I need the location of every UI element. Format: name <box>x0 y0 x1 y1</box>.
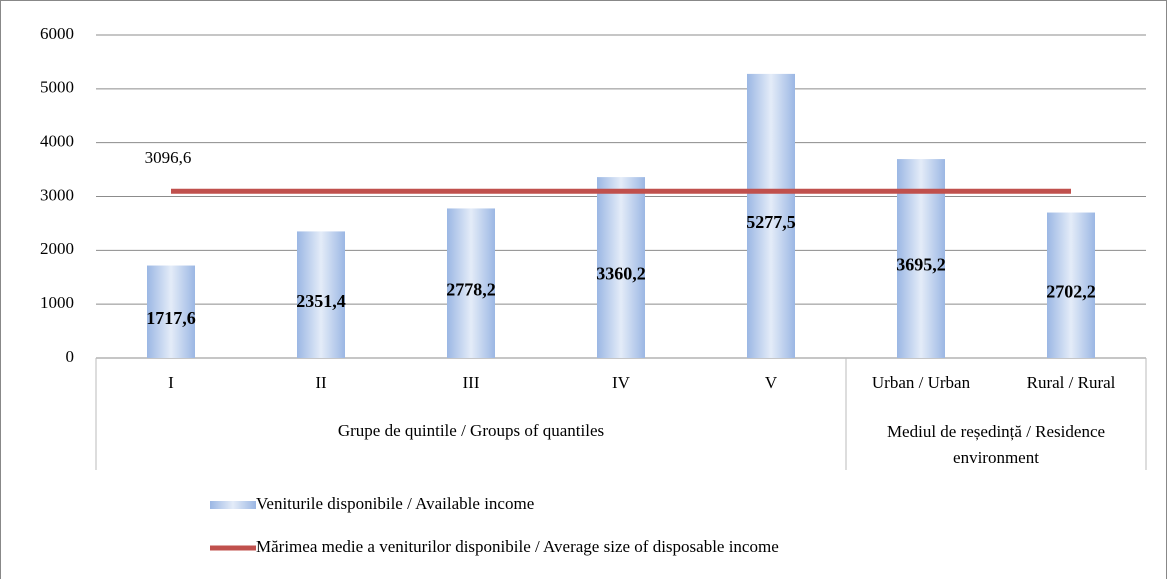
x-tick-label: Rural / Rural <box>1027 373 1116 392</box>
x-tick-label: III <box>463 373 480 392</box>
data-label: 3360,2 <box>596 264 646 284</box>
group-label: Grupe de quintile / Groups of quantiles <box>337 421 605 440</box>
data-label: 3096,6 <box>145 148 192 167</box>
y-tick-label: 1000 <box>40 293 74 312</box>
bar <box>747 73 795 358</box>
y-tick-label: 5000 <box>40 78 74 97</box>
data-label: 2351,4 <box>296 291 346 311</box>
bar <box>297 231 345 358</box>
x-tick-label: V <box>765 373 778 392</box>
data-label: 5277,5 <box>746 212 796 232</box>
legend-label: Mărimea medie a veniturilor disponibile … <box>256 537 779 556</box>
x-tick-label: IV <box>612 373 631 392</box>
y-tick-label: 4000 <box>40 132 74 151</box>
bar <box>1047 212 1095 358</box>
group-label: Mediul de reședință / Residence environm… <box>886 422 1106 467</box>
y-tick-label: 6000 <box>40 24 74 43</box>
data-label: 1717,6 <box>146 308 196 328</box>
x-tick-label: Urban / Urban <box>872 373 971 392</box>
x-tick-label: II <box>315 373 327 392</box>
data-label: 2778,2 <box>446 279 496 299</box>
legend-swatch <box>210 501 256 509</box>
y-tick-label: 3000 <box>40 185 74 204</box>
bar <box>147 265 195 358</box>
x-tick-label: I <box>168 373 174 392</box>
legend-label: Veniturile disponibile / Available incom… <box>256 494 534 513</box>
data-label: 2702,2 <box>1046 281 1096 301</box>
bar <box>597 177 645 358</box>
y-tick-label: 2000 <box>40 239 74 258</box>
y-tick-label: 0 <box>66 347 75 366</box>
data-label: 3695,2 <box>896 255 946 275</box>
bar <box>447 208 495 358</box>
